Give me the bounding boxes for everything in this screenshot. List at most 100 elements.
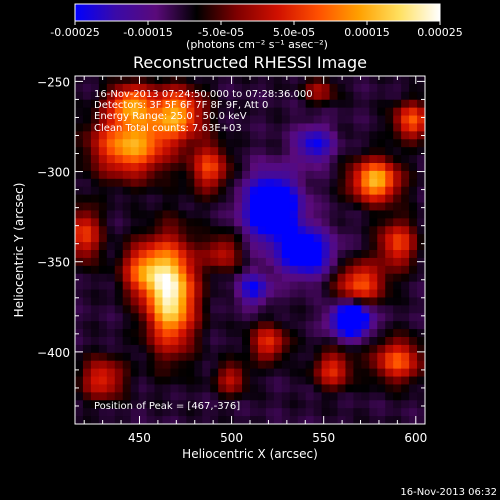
heatmap-cell [242, 368, 251, 378]
heatmap-cell [337, 313, 347, 322]
heatmap-cell [377, 99, 386, 109]
heatmap-cell [242, 218, 251, 227]
x-axis-label: Heliocentric X (arcsec) [182, 447, 318, 461]
heatmap-cell [401, 384, 410, 393]
heatmap-cell [162, 107, 172, 117]
heatmap-cell [250, 226, 259, 235]
heatmap-cell [130, 313, 140, 322]
heatmap-cell [257, 257, 267, 267]
heatmap-cell [393, 131, 402, 140]
heatmap-cell [361, 147, 370, 156]
heatmap-cell [146, 265, 156, 275]
heatmap-cell [234, 218, 243, 227]
heatmap-cell [226, 265, 235, 275]
heatmap-cell [393, 384, 402, 393]
heatmap-cell [178, 313, 187, 322]
heatmap-cell [178, 186, 187, 196]
heatmap-cell [385, 210, 394, 219]
heatmap-cell [202, 234, 211, 243]
heatmap-cell [401, 305, 410, 314]
heatmap-cell [337, 139, 347, 148]
heatmap-cell [154, 289, 164, 299]
heatmap-cell [75, 242, 84, 251]
heatmap-cell [82, 392, 92, 401]
heatmap-cell [297, 123, 307, 132]
heatmap-cell [265, 186, 275, 196]
heatmap-cell [297, 321, 307, 330]
heatmap-cell [273, 416, 283, 424]
heatmap-cell [146, 337, 156, 346]
heatmap-cell [194, 297, 203, 306]
heatmap-cell [297, 226, 307, 235]
heatmap-cell [369, 226, 378, 235]
heatmap-cell [305, 83, 315, 93]
heatmap-cell [146, 360, 156, 370]
heatmap-cell [194, 368, 203, 378]
heatmap-cell [273, 250, 283, 259]
heatmap-cell [393, 368, 402, 378]
heatmap-cell [242, 352, 251, 362]
heatmap-cell [337, 210, 347, 219]
heatmap-cell [321, 297, 331, 306]
heatmap-cell [234, 368, 243, 378]
heatmap-cell [257, 392, 267, 401]
heatmap-cell [265, 202, 275, 212]
heatmap-cell [273, 194, 283, 204]
heatmap-cell [337, 202, 347, 212]
heatmap-cell [297, 368, 307, 378]
heatmap-cell [321, 257, 331, 267]
heatmap-cell [409, 226, 418, 235]
heatmap-cell [90, 297, 100, 306]
heatmap-cell [369, 234, 378, 243]
heatmap-cell [82, 147, 92, 156]
heatmap-cell [242, 289, 251, 299]
heatmap-cell [202, 265, 211, 275]
heatmap-cell [170, 139, 179, 148]
annotation-line: Detectors: 3F 5F 6F 7F 8F 9F, Att 0 [94, 100, 268, 111]
heatmap-cell [178, 337, 187, 346]
heatmap-cell [409, 83, 418, 93]
heatmap-cell [146, 408, 156, 417]
heatmap-cell [337, 337, 347, 346]
heatmap-cell [369, 139, 378, 148]
heatmap-cell [234, 76, 243, 85]
heatmap-cell [385, 91, 394, 101]
heatmap-cell [337, 131, 347, 140]
heatmap-cell [353, 234, 362, 243]
heatmap-cell [226, 147, 235, 156]
heatmap-cell [281, 360, 291, 370]
heatmap-cell [90, 76, 100, 85]
heatmap-cell [114, 123, 124, 132]
heatmap-cell [202, 218, 211, 227]
heatmap-cell [337, 123, 347, 132]
heatmap-cell [281, 131, 291, 140]
heatmap-cell [305, 313, 315, 322]
heatmap-cell [186, 194, 195, 204]
heatmap-cell [242, 91, 251, 101]
heatmap-cell [82, 321, 92, 330]
heatmap-cell [186, 242, 195, 251]
heatmap-cell [162, 368, 172, 378]
heatmap-cell [186, 297, 195, 306]
heatmap-cell [226, 368, 235, 378]
heatmap-cell [297, 202, 307, 212]
heatmap-cell [138, 226, 148, 235]
heatmap-cell [218, 281, 227, 291]
heatmap-cell [265, 178, 275, 188]
heatmap-cell [234, 408, 243, 417]
heatmap-cell [297, 313, 307, 322]
heatmap-cell [122, 297, 132, 306]
heatmap-cell [361, 392, 370, 401]
heatmap-cell [369, 273, 378, 283]
heatmap-cell [226, 139, 235, 148]
heatmap-cell [154, 250, 164, 259]
heatmap-cell [98, 305, 108, 314]
heatmap-cell [170, 147, 179, 156]
heatmap-cell [170, 408, 179, 417]
heatmap-cell [178, 131, 187, 140]
heatmap-cell [106, 257, 116, 267]
heatmap-cell [122, 194, 132, 204]
heatmap-cell [90, 91, 100, 101]
heatmap-cell [265, 313, 275, 322]
heatmap-cell [305, 376, 315, 386]
